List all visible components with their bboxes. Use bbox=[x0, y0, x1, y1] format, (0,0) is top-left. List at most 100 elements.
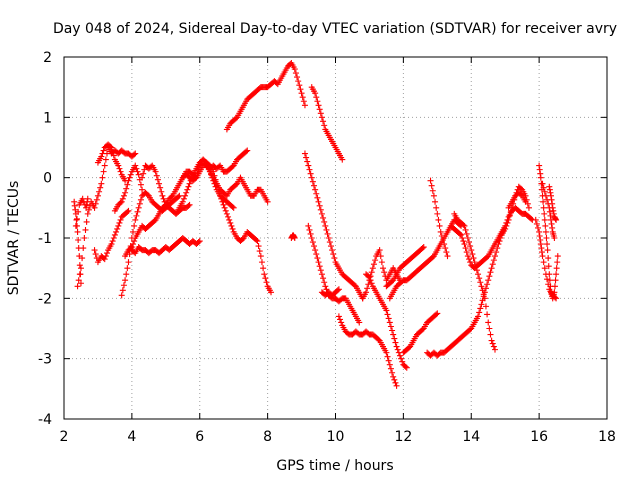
data-point bbox=[381, 269, 388, 276]
data-point bbox=[125, 259, 132, 266]
data-point bbox=[81, 235, 88, 241]
data-point bbox=[376, 247, 383, 254]
data-point bbox=[161, 198, 168, 205]
data-point bbox=[467, 326, 474, 333]
data-point bbox=[393, 343, 400, 350]
data-point bbox=[550, 210, 557, 217]
data-point bbox=[124, 181, 131, 188]
data-point bbox=[465, 256, 472, 263]
data-point bbox=[113, 228, 120, 235]
data-point bbox=[131, 222, 138, 229]
data-point bbox=[546, 208, 553, 215]
data-point bbox=[195, 239, 202, 246]
data-point bbox=[391, 335, 398, 342]
data-point bbox=[479, 287, 486, 294]
data-point bbox=[93, 196, 100, 203]
data-point bbox=[321, 279, 328, 286]
data-point bbox=[135, 204, 142, 211]
data-point bbox=[459, 235, 466, 241]
data-point bbox=[435, 216, 442, 223]
data-point bbox=[547, 212, 554, 219]
data-point bbox=[553, 271, 560, 278]
data-point bbox=[351, 282, 358, 289]
data-point bbox=[257, 253, 264, 260]
data-point bbox=[430, 192, 437, 199]
data-point bbox=[489, 340, 496, 347]
data-point bbox=[321, 122, 328, 129]
data-point bbox=[339, 156, 346, 163]
data-point bbox=[486, 273, 493, 280]
data-point bbox=[490, 257, 497, 264]
data-point bbox=[326, 239, 333, 246]
data-point bbox=[525, 204, 532, 211]
data-point bbox=[91, 204, 98, 211]
data-point bbox=[294, 74, 301, 81]
data-point bbox=[122, 189, 129, 196]
data-point bbox=[475, 313, 482, 320]
data-point bbox=[540, 259, 547, 266]
data-point bbox=[123, 271, 130, 278]
data-point bbox=[186, 180, 193, 187]
data-point bbox=[419, 326, 426, 333]
data-point bbox=[434, 310, 441, 317]
data-point bbox=[367, 277, 374, 284]
data-point bbox=[542, 222, 549, 229]
data-point bbox=[80, 245, 87, 252]
data-point bbox=[477, 305, 484, 312]
y-tick-label: 1 bbox=[43, 110, 52, 126]
data-point bbox=[192, 173, 199, 180]
data-point bbox=[487, 331, 494, 338]
data-point bbox=[255, 243, 262, 250]
data-point bbox=[299, 94, 306, 101]
data-point bbox=[540, 184, 547, 191]
data-point bbox=[329, 247, 336, 254]
data-point bbox=[132, 216, 139, 223]
data-point bbox=[96, 188, 103, 195]
data-point bbox=[443, 249, 450, 256]
data-point bbox=[110, 152, 117, 159]
data-point bbox=[399, 358, 406, 365]
data-point bbox=[458, 231, 465, 238]
data-point bbox=[377, 253, 384, 260]
x-tick-label: 12 bbox=[394, 429, 412, 445]
data-point bbox=[548, 220, 555, 227]
data-point bbox=[429, 187, 436, 194]
x-tick-label: 16 bbox=[530, 429, 548, 445]
data-point bbox=[309, 239, 316, 246]
data-point bbox=[537, 174, 544, 181]
x-axis-title: GPS time / hours bbox=[276, 458, 393, 474]
data-point bbox=[488, 265, 495, 272]
data-point bbox=[75, 208, 82, 215]
data-point bbox=[262, 275, 269, 282]
data-point bbox=[432, 198, 439, 205]
data-point bbox=[74, 283, 81, 290]
data-point bbox=[481, 295, 488, 302]
data-point bbox=[318, 210, 325, 217]
data-point bbox=[549, 204, 556, 211]
data-point bbox=[441, 241, 448, 248]
data-point bbox=[117, 168, 124, 175]
data-point bbox=[402, 363, 409, 370]
data-point bbox=[536, 228, 543, 235]
data-point bbox=[545, 263, 552, 270]
data-point bbox=[97, 184, 104, 191]
data-point bbox=[518, 185, 525, 192]
data-point bbox=[537, 170, 544, 177]
data-point bbox=[403, 364, 410, 371]
data-point bbox=[309, 178, 316, 185]
data-point bbox=[91, 247, 98, 254]
data-point bbox=[305, 222, 312, 229]
data-point bbox=[109, 148, 116, 155]
data-point bbox=[502, 222, 509, 229]
data-point bbox=[131, 238, 138, 245]
data-point bbox=[386, 361, 393, 368]
data-point bbox=[482, 303, 489, 310]
data-point bbox=[378, 259, 385, 266]
data-point bbox=[193, 174, 200, 181]
data-point bbox=[537, 237, 544, 244]
data-point bbox=[311, 182, 318, 189]
data-point bbox=[125, 177, 132, 184]
data-point bbox=[460, 221, 467, 228]
data-point bbox=[118, 198, 125, 205]
